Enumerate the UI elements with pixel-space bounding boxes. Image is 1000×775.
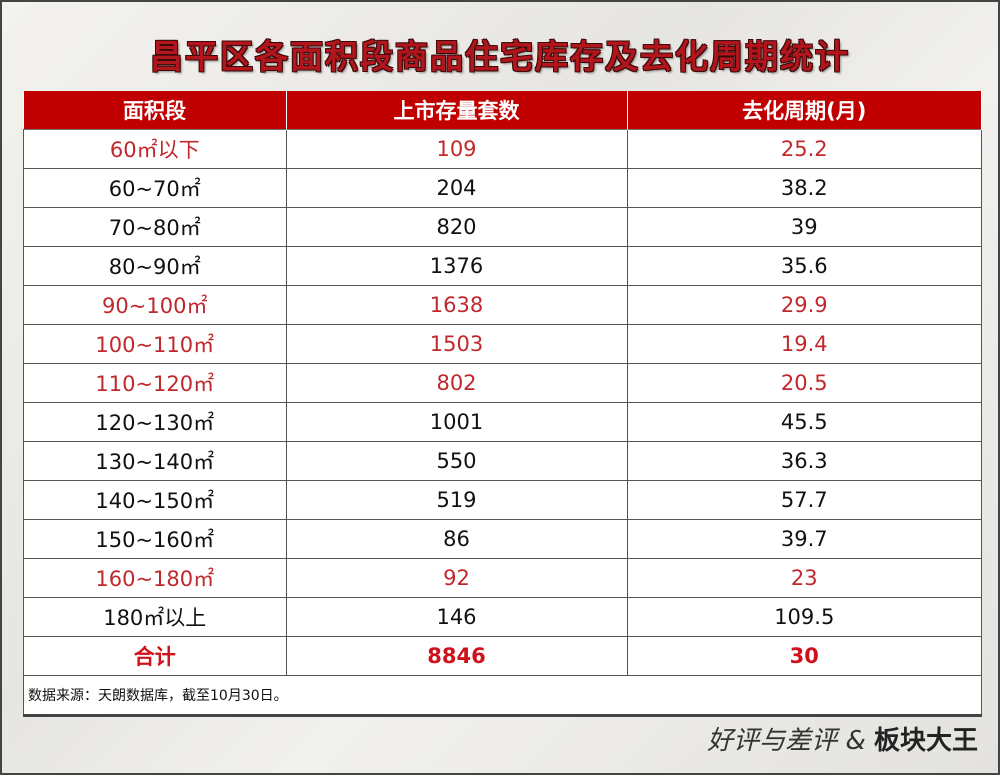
cell-area: 130~140㎡ [23,441,287,481]
table-row: 140~150㎡ 519 57.7 [23,480,982,520]
table-header-row: 面积段 上市存量套数 去化周期(月) [23,91,982,130]
table-row: 90~100㎡ 1638 29.9 [23,285,982,325]
page-title: 昌平区各面积段商品住宅库存及去化周期统计 [150,37,850,76]
cell-stock: 519 [285,480,628,520]
cell-stock: 1376 [285,246,628,286]
cell-cycle: 25.2 [626,129,982,169]
table-total-row: 合计 8846 30 [23,636,982,676]
cell-stock: 92 [285,558,628,598]
table-row: 110~120㎡ 802 20.5 [23,363,982,403]
cell-area: 150~160㎡ [23,519,287,559]
cell-area: 60㎡以下 [23,129,287,169]
table-row: 120~130㎡ 1001 45.5 [23,402,982,442]
cell-stock: 1638 [285,285,628,325]
cell-cycle: 23 [626,558,982,598]
cell-stock: 1503 [285,324,628,364]
table-row: 160~180㎡ 92 23 [23,558,982,598]
cell-stock: 109 [285,129,628,169]
cell-cycle: 39 [626,207,982,247]
table-row: 150~160㎡ 86 39.7 [23,519,982,559]
note-row: 数据来源：天朗数据库，截至10月30日。 [23,675,982,717]
cell-stock: 820 [285,207,628,247]
table-row: 60㎡以下 109 25.2 [23,129,982,169]
total-cycle: 30 [626,636,982,676]
total-stock: 8846 [285,636,628,676]
table-row: 130~140㎡ 550 36.3 [23,441,982,481]
logo-text-1: 好评与差评 [707,726,838,756]
cell-cycle: 35.6 [626,246,982,286]
cell-area: 120~130㎡ [23,402,287,442]
cell-area: 80~90㎡ [23,246,287,286]
header-cycle: 去化周期(月) [627,91,982,130]
logo-text-2: 板块大王 [873,726,978,756]
cell-stock: 86 [285,519,628,559]
cell-cycle: 109.5 [626,597,982,637]
table-row: 60~70㎡ 204 38.2 [23,168,982,208]
cell-area: 60~70㎡ [23,168,287,208]
cell-area: 110~120㎡ [23,363,287,403]
header-stock: 上市存量套数 [286,91,628,130]
table-row: 80~90㎡ 1376 35.6 [23,246,982,286]
cell-cycle: 29.9 [626,285,982,325]
logo-amp: & [845,726,866,756]
brand-logo: 好评与差评 & 板块大王 [707,720,978,757]
table-row: 70~80㎡ 820 39 [23,207,982,247]
table-row: 100~110㎡ 1503 19.4 [23,324,982,364]
cell-stock: 204 [285,168,628,208]
header-area: 面积段 [23,91,287,130]
cell-area: 100~110㎡ [23,324,287,364]
cell-stock: 1001 [285,402,628,442]
cell-area: 140~150㎡ [23,480,287,520]
cell-cycle: 57.7 [626,480,982,520]
cell-cycle: 38.2 [626,168,982,208]
cell-area: 90~100㎡ [23,285,287,325]
cell-area: 160~180㎡ [23,558,287,598]
total-label: 合计 [23,636,287,676]
cell-stock: 146 [285,597,628,637]
table-row: 180㎡以上 146 109.5 [23,597,982,637]
cell-cycle: 36.3 [626,441,982,481]
cell-cycle: 20.5 [626,363,982,403]
cell-area: 70~80㎡ [23,207,287,247]
cell-cycle: 45.5 [626,402,982,442]
cell-stock: 802 [285,363,628,403]
cell-area: 180㎡以上 [23,597,287,637]
cell-cycle: 39.7 [626,519,982,559]
cell-cycle: 19.4 [626,324,982,364]
source-note: 数据来源：天朗数据库，截至10月30日。 [23,675,982,717]
inventory-table: 面积段 上市存量套数 去化周期(月) 60㎡以下 109 25.2 60~70㎡… [23,91,982,717]
cell-stock: 550 [285,441,628,481]
